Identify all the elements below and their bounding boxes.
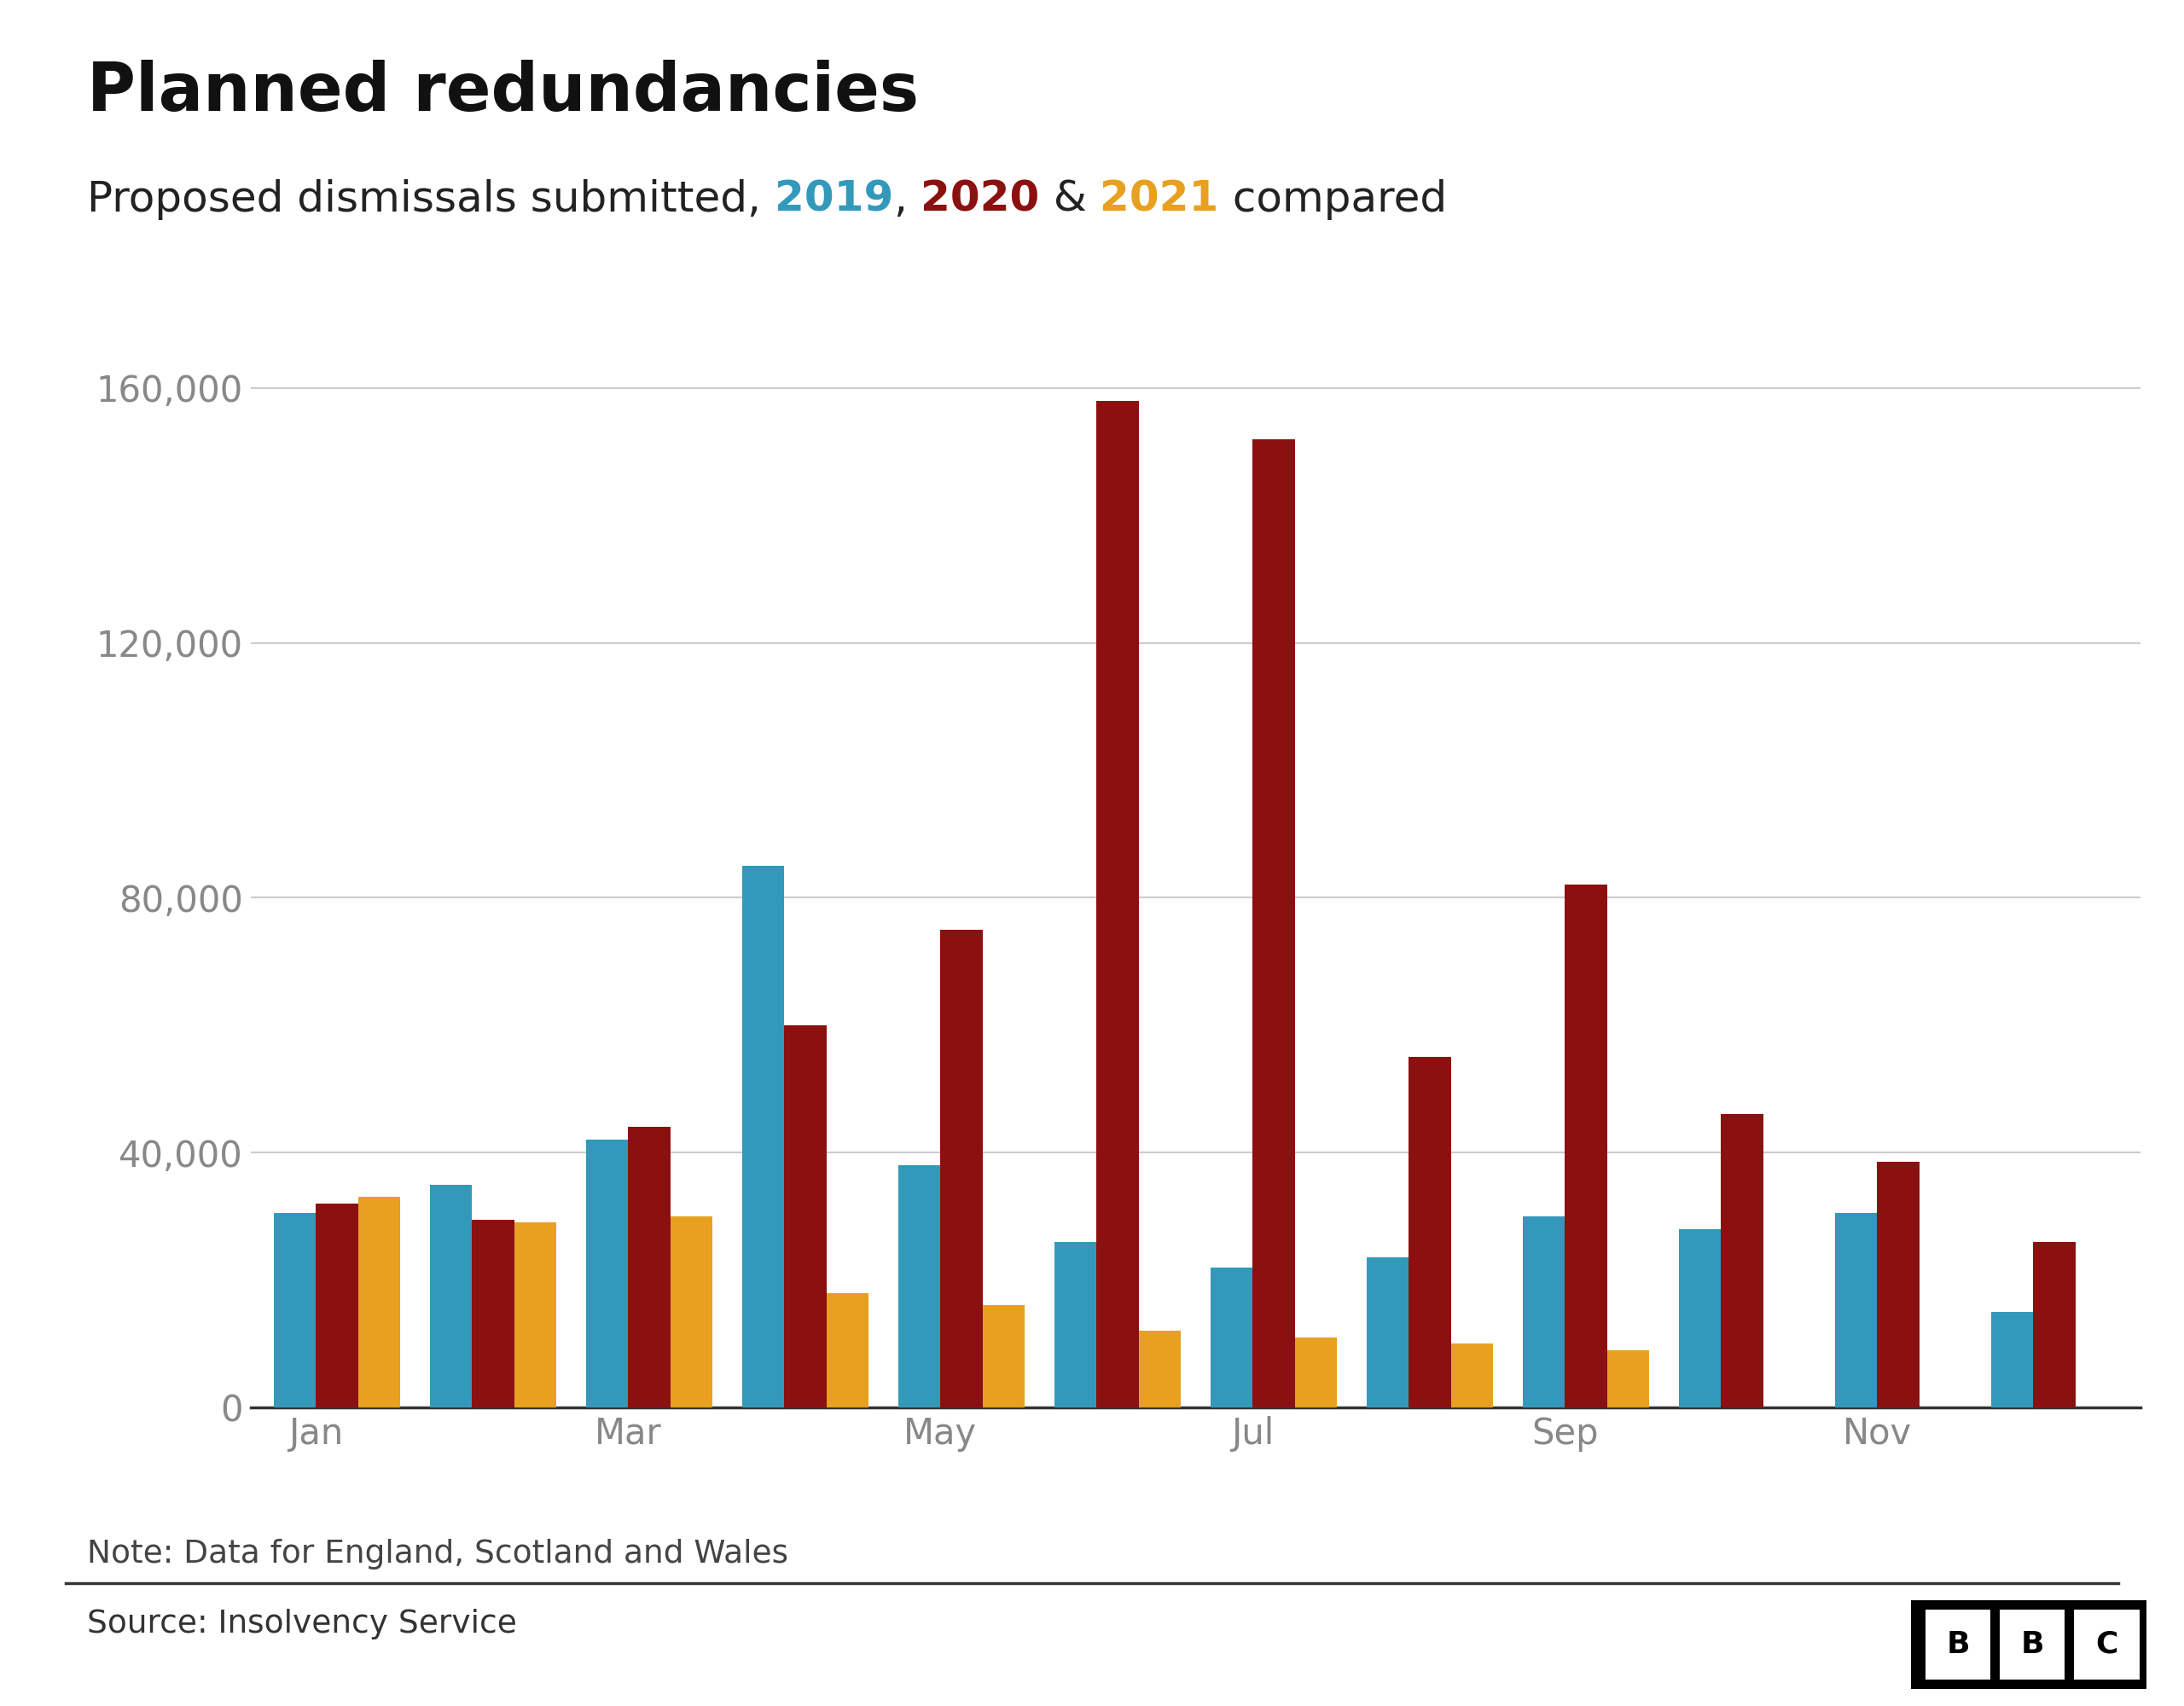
Bar bbox=[1254, 438, 1295, 1407]
Bar bbox=[1992, 1312, 2033, 1407]
Bar bbox=[1096, 401, 1138, 1407]
Bar bbox=[273, 1213, 317, 1407]
Text: Planned redundancies: Planned redundancies bbox=[87, 60, 919, 125]
Bar bbox=[585, 1140, 629, 1407]
Bar bbox=[983, 1305, 1024, 1407]
Bar bbox=[898, 1165, 941, 1407]
Text: compared: compared bbox=[1219, 179, 1446, 220]
Bar bbox=[1835, 1213, 1878, 1407]
Text: &: & bbox=[1040, 179, 1101, 220]
Text: 2021: 2021 bbox=[1101, 179, 1219, 220]
Bar bbox=[1210, 1268, 1254, 1407]
Text: 2020: 2020 bbox=[922, 179, 1040, 220]
Text: ,: , bbox=[893, 179, 922, 220]
Bar bbox=[2033, 1242, 2075, 1407]
Bar bbox=[743, 867, 784, 1407]
Bar bbox=[1409, 1058, 1450, 1407]
Text: C: C bbox=[2094, 1631, 2118, 1658]
Text: B: B bbox=[2020, 1631, 2044, 1658]
Text: B: B bbox=[1946, 1631, 1970, 1658]
Bar bbox=[1878, 1162, 1920, 1407]
Bar bbox=[1721, 1114, 1762, 1407]
Text: Proposed dismissals submitted,: Proposed dismissals submitted, bbox=[87, 179, 775, 220]
Bar bbox=[430, 1184, 472, 1407]
Bar bbox=[629, 1128, 670, 1407]
Bar bbox=[1295, 1338, 1337, 1407]
Bar bbox=[1450, 1344, 1494, 1407]
Bar bbox=[317, 1203, 358, 1407]
Bar bbox=[472, 1220, 513, 1407]
Text: 2019: 2019 bbox=[775, 179, 893, 220]
Bar bbox=[1055, 1242, 1096, 1407]
Text: Source: Insolvency Service: Source: Insolvency Service bbox=[87, 1609, 518, 1639]
Bar bbox=[513, 1223, 557, 1407]
Bar bbox=[784, 1025, 826, 1407]
Bar bbox=[358, 1198, 400, 1407]
Bar bbox=[1522, 1216, 1566, 1407]
Text: Note: Data for England, Scotland and Wales: Note: Data for England, Scotland and Wal… bbox=[87, 1539, 788, 1570]
Bar bbox=[670, 1216, 712, 1407]
Bar bbox=[1138, 1331, 1182, 1407]
Bar bbox=[1566, 885, 1607, 1407]
Bar bbox=[826, 1293, 869, 1407]
Bar bbox=[1679, 1228, 1721, 1407]
Bar bbox=[1607, 1349, 1649, 1407]
Bar bbox=[941, 930, 983, 1407]
Bar bbox=[1367, 1257, 1409, 1407]
